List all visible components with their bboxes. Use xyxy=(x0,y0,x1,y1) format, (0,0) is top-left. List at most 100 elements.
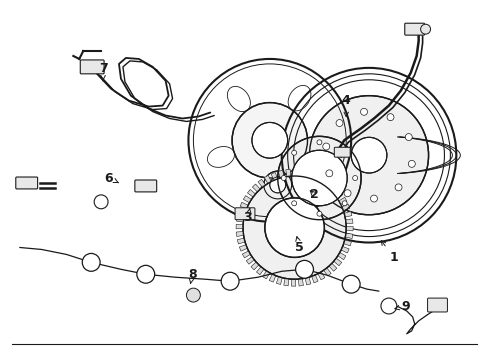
Text: 5: 5 xyxy=(295,237,304,254)
Polygon shape xyxy=(344,211,351,217)
Polygon shape xyxy=(252,184,260,192)
Polygon shape xyxy=(247,189,255,197)
Circle shape xyxy=(335,120,342,126)
Ellipse shape xyxy=(287,85,310,111)
Circle shape xyxy=(407,161,414,167)
Polygon shape xyxy=(333,258,341,266)
Polygon shape xyxy=(258,179,265,187)
Polygon shape xyxy=(345,233,352,238)
Polygon shape xyxy=(300,170,305,177)
Ellipse shape xyxy=(207,147,234,167)
Polygon shape xyxy=(240,202,247,209)
Circle shape xyxy=(295,260,313,278)
Polygon shape xyxy=(236,217,244,222)
Circle shape xyxy=(316,211,321,216)
Circle shape xyxy=(221,272,239,290)
Polygon shape xyxy=(317,272,324,280)
Circle shape xyxy=(186,288,200,302)
Circle shape xyxy=(316,140,321,145)
Text: 7: 7 xyxy=(99,62,107,81)
Circle shape xyxy=(232,103,307,178)
Polygon shape xyxy=(256,267,264,275)
Circle shape xyxy=(420,24,429,34)
FancyBboxPatch shape xyxy=(334,147,349,157)
Polygon shape xyxy=(341,246,348,253)
Polygon shape xyxy=(285,169,290,177)
FancyBboxPatch shape xyxy=(80,60,104,74)
Polygon shape xyxy=(328,264,336,271)
Text: 1: 1 xyxy=(381,240,397,264)
Circle shape xyxy=(342,275,359,293)
Polygon shape xyxy=(236,224,243,229)
Circle shape xyxy=(309,96,427,215)
Circle shape xyxy=(269,177,285,193)
Circle shape xyxy=(352,176,357,180)
Circle shape xyxy=(251,122,287,158)
Polygon shape xyxy=(291,279,295,286)
Polygon shape xyxy=(264,175,271,184)
Polygon shape xyxy=(250,262,258,270)
Polygon shape xyxy=(270,172,277,180)
Circle shape xyxy=(243,176,346,279)
Polygon shape xyxy=(242,251,250,258)
Circle shape xyxy=(277,136,360,220)
Polygon shape xyxy=(298,279,303,286)
Polygon shape xyxy=(239,245,247,251)
Polygon shape xyxy=(237,210,245,215)
Polygon shape xyxy=(278,170,284,178)
Circle shape xyxy=(264,171,291,199)
Circle shape xyxy=(291,150,346,206)
Polygon shape xyxy=(311,275,317,283)
Ellipse shape xyxy=(260,178,280,206)
Ellipse shape xyxy=(305,145,332,166)
Circle shape xyxy=(322,143,329,150)
Polygon shape xyxy=(236,231,243,237)
FancyBboxPatch shape xyxy=(404,23,424,35)
Circle shape xyxy=(386,114,393,121)
Polygon shape xyxy=(243,195,251,203)
Polygon shape xyxy=(338,197,346,204)
Polygon shape xyxy=(341,204,349,211)
Circle shape xyxy=(281,68,455,243)
Circle shape xyxy=(394,184,401,191)
Circle shape xyxy=(380,298,396,314)
Polygon shape xyxy=(313,173,319,181)
Polygon shape xyxy=(276,276,282,284)
Polygon shape xyxy=(269,274,275,282)
Polygon shape xyxy=(334,191,342,198)
Circle shape xyxy=(344,190,350,197)
FancyBboxPatch shape xyxy=(427,298,447,312)
Circle shape xyxy=(264,198,324,257)
Circle shape xyxy=(94,195,108,209)
Circle shape xyxy=(342,201,346,206)
Polygon shape xyxy=(323,268,330,276)
Polygon shape xyxy=(293,169,297,176)
Polygon shape xyxy=(325,180,332,189)
Polygon shape xyxy=(343,240,351,246)
Polygon shape xyxy=(306,171,312,179)
FancyBboxPatch shape xyxy=(16,177,38,189)
Circle shape xyxy=(277,136,360,220)
Circle shape xyxy=(291,201,296,206)
Text: 2: 2 xyxy=(309,188,318,201)
Circle shape xyxy=(291,150,296,155)
Polygon shape xyxy=(246,257,254,264)
Text: 3: 3 xyxy=(243,208,252,224)
Text: 4: 4 xyxy=(341,94,350,117)
FancyBboxPatch shape xyxy=(135,180,156,192)
Circle shape xyxy=(360,108,367,115)
Circle shape xyxy=(350,137,386,173)
Circle shape xyxy=(370,195,377,202)
Polygon shape xyxy=(319,176,326,184)
Text: 6: 6 xyxy=(104,171,119,185)
Text: 9: 9 xyxy=(394,300,409,312)
Polygon shape xyxy=(346,226,352,231)
Polygon shape xyxy=(337,252,345,260)
Circle shape xyxy=(137,265,154,283)
Circle shape xyxy=(405,134,411,140)
Polygon shape xyxy=(330,185,338,193)
Circle shape xyxy=(325,170,332,177)
Circle shape xyxy=(342,150,346,155)
Circle shape xyxy=(188,59,350,222)
Polygon shape xyxy=(262,271,269,279)
